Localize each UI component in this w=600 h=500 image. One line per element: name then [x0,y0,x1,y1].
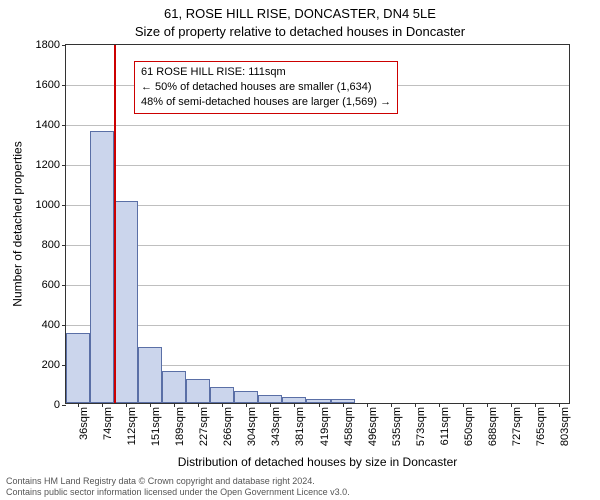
y-axis-label: Number of detached properties [11,141,25,306]
xtick-label: 381sqm [294,407,306,446]
histogram-bar [114,201,138,403]
xtick-label: 419sqm [319,407,331,446]
histogram-bar [66,333,90,403]
xtick-label: 803sqm [559,407,571,446]
ytick-mark [62,45,66,46]
xtick-label: 727sqm [511,407,523,446]
xtick-label: 343sqm [270,407,282,446]
ytick-mark [62,285,66,286]
xtick-label: 573sqm [415,407,427,446]
gridline-h [66,325,569,326]
histogram-bar [210,387,234,403]
ytick-mark [62,165,66,166]
xtick-label: 765sqm [535,407,547,446]
page-title-address: 61, ROSE HILL RISE, DONCASTER, DN4 5LE [0,6,600,21]
property-marker-line [114,45,116,403]
histogram-bar [234,391,258,403]
page-title-subtitle: Size of property relative to detached ho… [0,24,600,39]
ytick-mark [62,205,66,206]
xtick-label: 535sqm [391,407,403,446]
annotation-box: 61 ROSE HILL RISE: 111sqm← 50% of detach… [134,61,398,114]
xtick-label: 74sqm [102,407,114,440]
xtick-label: 151sqm [150,407,162,446]
ytick-mark [62,325,66,326]
x-axis-label: Distribution of detached houses by size … [65,455,570,469]
gridline-h [66,205,569,206]
xtick-label: 496sqm [367,407,379,446]
gridline-h [66,125,569,126]
xtick-label: 611sqm [439,407,451,445]
histogram-plot: 02004006008001000120014001600180036sqm74… [65,44,570,404]
histogram-bar [186,379,210,403]
footer-attribution: Contains HM Land Registry data © Crown c… [6,476,594,498]
ytick-mark [62,245,66,246]
gridline-h [66,245,569,246]
xtick-label: 266sqm [222,407,234,446]
y-axis-label-wrap: Number of detached properties [10,44,26,404]
ytick-mark [62,125,66,126]
xtick-label: 112sqm [126,407,138,445]
ytick-mark [62,85,66,86]
xtick-label: 458sqm [343,407,355,446]
xtick-label: 688sqm [487,407,499,446]
xtick-label: 304sqm [246,407,258,446]
xtick-label: 36sqm [78,407,90,440]
annotation-line3: 48% of semi-detached houses are larger (… [141,95,391,110]
xtick-label: 227sqm [198,407,210,446]
gridline-h [66,285,569,286]
gridline-h [66,165,569,166]
histogram-bar [162,371,186,403]
footer-line-2: Contains public sector information licen… [6,487,594,498]
histogram-bar [138,347,162,403]
ytick-mark [62,405,66,406]
annotation-line1: 61 ROSE HILL RISE: 111sqm [141,65,391,80]
histogram-bar [258,395,282,403]
annotation-line2: ← 50% of detached houses are smaller (1,… [141,80,391,95]
xtick-label: 189sqm [174,407,186,446]
footer-line-1: Contains HM Land Registry data © Crown c… [6,476,594,487]
xtick-label: 650sqm [463,407,475,446]
histogram-bar [90,131,114,403]
